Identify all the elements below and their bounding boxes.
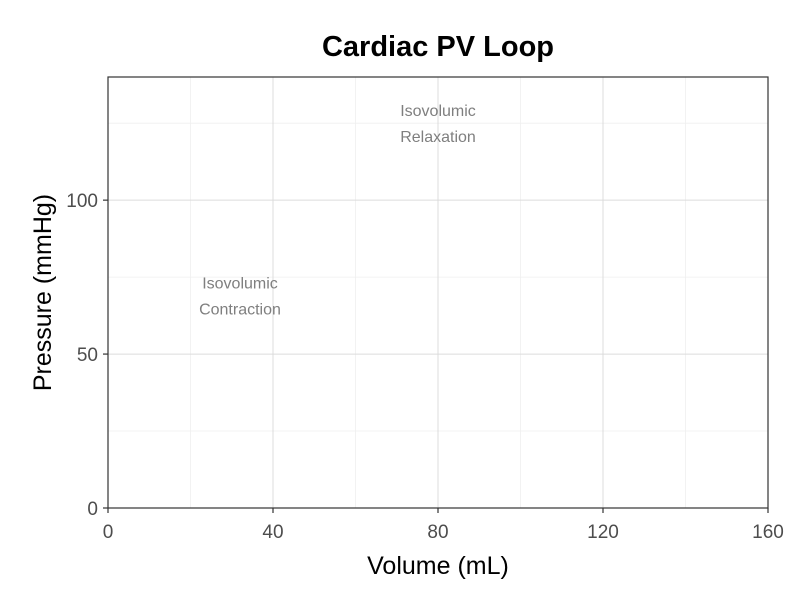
x-tick-label: 0 [103, 522, 114, 543]
annotation-label: Isovolumic Relaxation [400, 103, 476, 146]
x-tick-label: 40 [262, 522, 283, 543]
y-axis-label: Pressure (mmHg) [29, 194, 57, 391]
annotation-label: Isovolumic Contraction [199, 276, 281, 319]
annotation-line: Isovolumic [202, 276, 278, 293]
x-tick-label: 160 [752, 522, 784, 543]
y-tick-label: 100 [66, 191, 98, 212]
x-tick-label: 120 [587, 522, 619, 543]
annotation-line: Contraction [199, 302, 281, 319]
x-axis-label: Volume (mL) [367, 552, 509, 580]
annotation-line: Relaxation [400, 129, 476, 146]
y-tick-label: 0 [87, 499, 98, 520]
y-tick-label: 50 [77, 345, 98, 366]
x-tick-label: 80 [427, 522, 448, 543]
annotation-layer: Isovolumic Relaxation Isovolumic Contractio… [199, 103, 476, 318]
annotation-line: Isovolumic [400, 103, 476, 120]
tick-layer: 0 40 80 120 160 0 50 100 [66, 191, 784, 543]
chart-title: Cardiac PV Loop [322, 31, 554, 63]
